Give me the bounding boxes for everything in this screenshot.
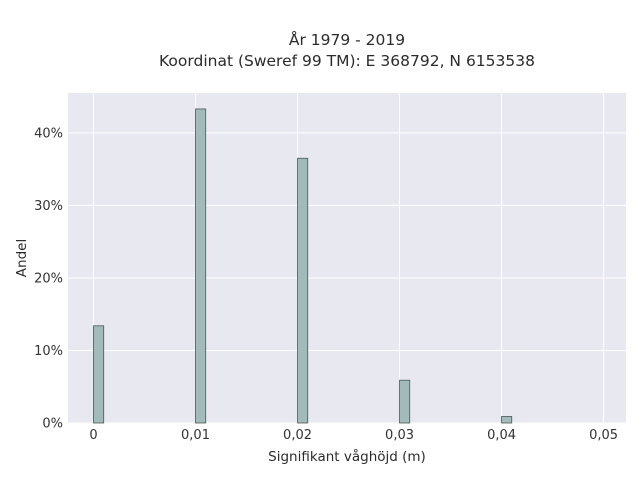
gridlines — [68, 93, 626, 424]
bar-2 — [297, 157, 309, 424]
x-tick-label-1: 0,01 — [181, 428, 210, 443]
bar-1 — [195, 108, 207, 424]
x-axis-ticks: 0 0,01 0,02 0,03 0,04 0,05 — [89, 428, 618, 443]
bars-group — [93, 108, 513, 424]
x-tick-label-2: 0,02 — [283, 428, 312, 443]
x-tick-label-0: 0 — [89, 428, 97, 443]
x-tick-label-4: 0,04 — [487, 428, 516, 443]
y-tick-label-0: 0% — [42, 417, 63, 432]
y-axis-label: Andel — [14, 239, 30, 277]
y-axis-ticks: 0% 10% 20% 30% 40% — [34, 126, 63, 431]
y-tick-label-3: 30% — [34, 199, 63, 214]
bar-3 — [399, 379, 411, 424]
bar-4 — [501, 416, 513, 424]
bar-0 — [93, 325, 105, 424]
y-tick-label-4: 40% — [34, 126, 63, 141]
x-tick-label-3: 0,03 — [385, 428, 414, 443]
y-tick-label-2: 20% — [34, 271, 63, 286]
chart-title-line-1: År 1979 - 2019 — [289, 30, 405, 49]
chart-title-line-2: Koordinat (Sweref 99 TM): E 368792, N 61… — [159, 52, 535, 70]
x-tick-label-5: 0,05 — [589, 428, 618, 443]
y-tick-label-1: 10% — [34, 344, 63, 359]
plot-area — [68, 93, 626, 423]
x-axis-label: Signifikant våghöjd (m) — [268, 448, 426, 465]
